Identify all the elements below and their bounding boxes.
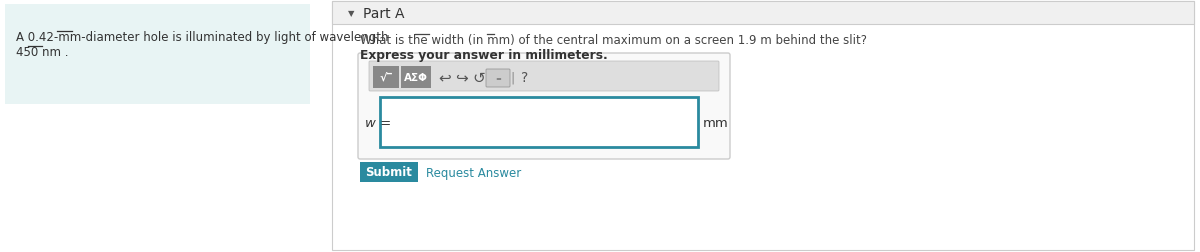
- Text: =: =: [496, 76, 500, 82]
- FancyBboxPatch shape: [332, 2, 1194, 250]
- Text: 450 nm .: 450 nm .: [16, 46, 68, 59]
- Text: Request Answer: Request Answer: [426, 166, 521, 179]
- Text: ↺: ↺: [473, 70, 485, 85]
- FancyBboxPatch shape: [380, 98, 698, 147]
- FancyBboxPatch shape: [401, 67, 431, 89]
- FancyBboxPatch shape: [332, 2, 1194, 25]
- Text: Part A: Part A: [364, 7, 404, 20]
- Text: mm: mm: [703, 116, 728, 129]
- Text: ↪: ↪: [456, 70, 468, 85]
- FancyBboxPatch shape: [486, 70, 510, 88]
- Text: ΑΣΦ: ΑΣΦ: [404, 73, 428, 83]
- Text: w =: w =: [365, 116, 391, 129]
- FancyBboxPatch shape: [360, 162, 418, 182]
- FancyBboxPatch shape: [5, 5, 310, 105]
- Text: What is the width (in mm) of the central maximum on a screen 1.9 m behind the sl: What is the width (in mm) of the central…: [360, 34, 866, 47]
- Text: ?: ?: [521, 71, 529, 85]
- FancyBboxPatch shape: [370, 62, 719, 92]
- Text: ↩: ↩: [439, 70, 451, 85]
- Text: √‾: √‾: [379, 73, 392, 83]
- FancyBboxPatch shape: [358, 54, 730, 159]
- Text: A 0.42-mm-diameter hole is illuminated by light of wavelength: A 0.42-mm-diameter hole is illuminated b…: [16, 31, 389, 44]
- Text: Express your answer in millimeters.: Express your answer in millimeters.: [360, 49, 607, 62]
- Text: Submit: Submit: [366, 166, 413, 179]
- Text: ▼: ▼: [348, 9, 354, 18]
- Text: |: |: [511, 71, 515, 84]
- FancyBboxPatch shape: [373, 67, 398, 89]
